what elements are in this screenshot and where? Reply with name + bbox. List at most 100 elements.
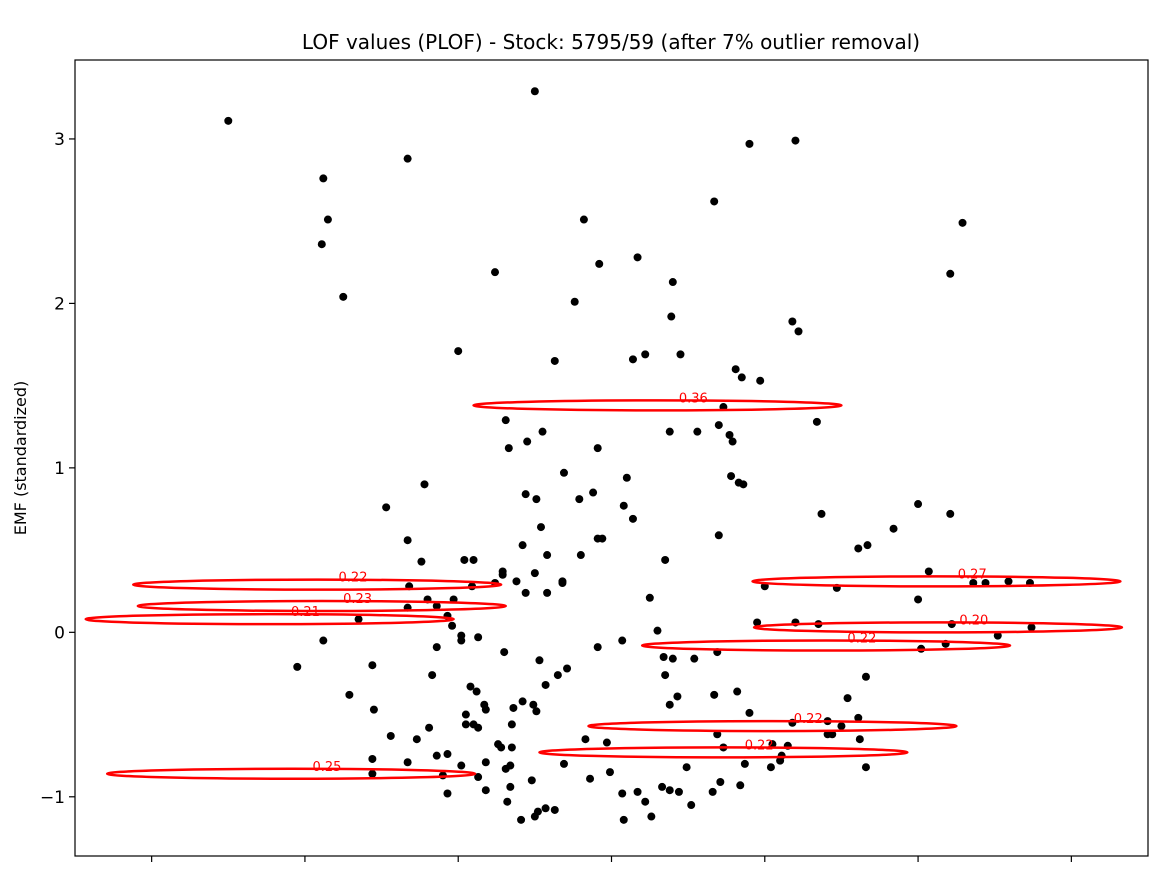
- data-point: [628, 355, 637, 364]
- data-point: [861, 763, 870, 772]
- data-point: [469, 720, 478, 729]
- data-point: [507, 743, 516, 752]
- data-point: [323, 215, 332, 224]
- data-point: [665, 427, 674, 436]
- data-point: [727, 472, 736, 481]
- data-point: [559, 468, 568, 477]
- data-point: [788, 317, 797, 326]
- data-point: [737, 373, 746, 382]
- data-point: [354, 615, 363, 624]
- data-point: [661, 555, 670, 564]
- data-point: [474, 773, 483, 782]
- data-point: [777, 751, 786, 760]
- data-point: [768, 740, 777, 749]
- lof-value-label: 0.36: [679, 391, 708, 406]
- data-point: [725, 430, 734, 439]
- data-point: [731, 365, 740, 374]
- plot-frame: [74, 59, 1149, 857]
- data-point: [550, 356, 559, 365]
- data-point: [710, 197, 719, 206]
- data-point: [432, 643, 441, 652]
- data-point: [481, 758, 490, 767]
- lof-value-label: 0.22: [745, 738, 774, 753]
- lof-value-label: 0.23: [343, 592, 372, 607]
- data-point: [714, 531, 723, 540]
- data-point: [382, 503, 391, 512]
- data-point: [543, 551, 552, 560]
- data-point: [581, 735, 590, 744]
- data-point: [521, 490, 530, 499]
- lof-value-label: 0.20: [959, 613, 988, 628]
- data-point: [817, 509, 826, 518]
- data-point: [536, 523, 545, 532]
- data-point: [641, 797, 650, 806]
- data-point: [1027, 623, 1036, 632]
- data-point: [576, 551, 585, 560]
- data-point: [529, 700, 538, 709]
- data-point: [914, 595, 923, 604]
- data-point: [628, 514, 637, 523]
- data-point: [507, 720, 516, 729]
- data-point: [339, 292, 348, 301]
- data-point: [454, 347, 463, 356]
- data-point: [837, 722, 846, 731]
- data-point: [457, 636, 466, 645]
- lof-value-label: 0.25: [312, 760, 341, 775]
- data-point: [224, 116, 233, 125]
- data-point: [506, 782, 515, 791]
- data-point: [647, 812, 656, 821]
- data-point: [736, 781, 745, 790]
- data-point: [690, 654, 699, 663]
- data-point: [676, 350, 685, 359]
- data-point: [958, 218, 967, 227]
- data-point: [665, 786, 674, 795]
- data-point: [558, 577, 567, 586]
- data-point: [595, 259, 604, 268]
- lof-ellipse: [136, 599, 507, 613]
- data-point: [469, 555, 478, 564]
- data-point: [425, 723, 434, 732]
- data-point: [745, 708, 754, 717]
- data-point: [589, 488, 598, 497]
- data-point: [345, 690, 354, 699]
- data-point: [791, 136, 800, 145]
- data-point: [593, 444, 602, 453]
- data-point: [659, 653, 668, 661]
- data-point: [368, 754, 377, 763]
- lof-value-label: 0.22: [794, 712, 823, 727]
- data-point: [618, 789, 627, 798]
- data-point: [714, 421, 723, 430]
- data-point: [498, 570, 507, 579]
- data-point: [443, 789, 452, 798]
- data-point: [745, 139, 754, 148]
- data-point: [946, 269, 955, 278]
- data-point: [521, 588, 530, 597]
- data-point: [501, 416, 510, 425]
- data-point: [713, 730, 722, 739]
- data-point: [914, 500, 923, 509]
- data-point: [708, 787, 717, 796]
- chart-title: LOF values (PLOF) - Stock: 5795/59 (afte…: [302, 30, 920, 54]
- data-point: [658, 782, 667, 791]
- lof-value-label: 0.22: [339, 571, 368, 586]
- data-point: [823, 730, 832, 739]
- lof-ellipse: [751, 575, 1122, 588]
- data-point: [593, 643, 602, 652]
- y-tick-label: 3: [54, 130, 65, 150]
- lof-value-label: 0.21: [291, 605, 320, 620]
- data-point: [605, 768, 614, 777]
- data-point: [535, 656, 544, 665]
- data-point: [368, 661, 377, 670]
- data-point: [500, 648, 509, 657]
- data-point: [969, 578, 978, 587]
- y-axis: −1 0 1 2 3: [40, 130, 75, 808]
- lof-ellipse: [472, 399, 843, 412]
- lof-ellipse: [84, 612, 455, 626]
- x-axis: [151, 856, 1072, 862]
- data-point: [579, 215, 588, 224]
- y-axis-label: EMF (standardized): [11, 381, 30, 536]
- data-point: [586, 774, 595, 783]
- data-point: [739, 480, 748, 489]
- data-point: [503, 797, 512, 806]
- lof-ellipse: [105, 767, 477, 781]
